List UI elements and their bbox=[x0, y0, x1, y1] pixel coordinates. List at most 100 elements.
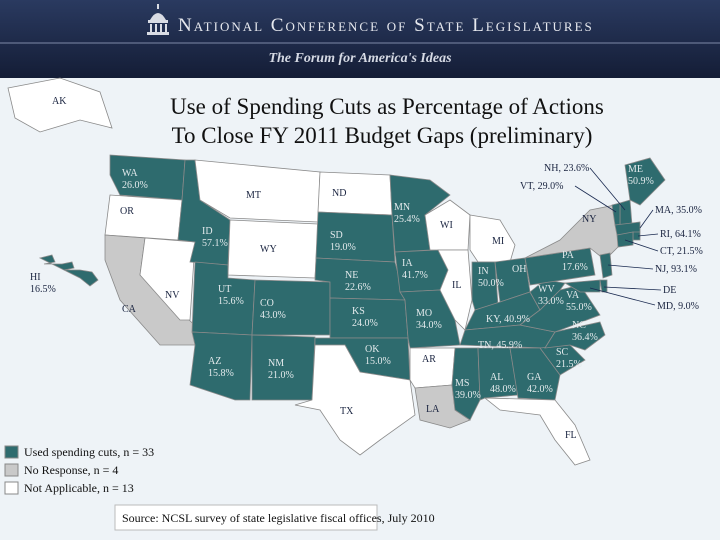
state-label: NH, 23.6% bbox=[544, 163, 589, 174]
state-label: KY, 40.9% bbox=[486, 314, 530, 325]
state-name: ID bbox=[202, 226, 213, 237]
state bbox=[7, 77, 113, 133]
leader-line bbox=[607, 264, 654, 270]
state-name: AZ bbox=[208, 356, 221, 367]
state-name: SD bbox=[330, 230, 343, 241]
state-name: WV bbox=[538, 284, 555, 295]
state-name: MN bbox=[394, 202, 410, 213]
state bbox=[317, 171, 393, 216]
state bbox=[599, 279, 608, 293]
state-name: ME bbox=[628, 164, 643, 175]
state-value: 36.4% bbox=[572, 332, 598, 343]
state bbox=[624, 157, 666, 206]
state-value: 41.7% bbox=[402, 270, 428, 281]
legend-swatch bbox=[4, 481, 19, 495]
state-name: NV bbox=[165, 290, 180, 301]
state-name: HI bbox=[30, 272, 41, 283]
state bbox=[104, 194, 183, 241]
leader-line bbox=[639, 209, 654, 229]
state-value: 34.0% bbox=[416, 320, 442, 331]
legend-label: Used spending cuts, n = 33 bbox=[24, 445, 154, 459]
state bbox=[38, 254, 99, 287]
state-label: DE bbox=[663, 285, 676, 296]
state bbox=[477, 347, 519, 401]
leader-line bbox=[589, 287, 656, 306]
state bbox=[616, 231, 634, 248]
state-value: 22.6% bbox=[345, 282, 371, 293]
state-label: NJ, 93.1% bbox=[655, 264, 697, 275]
leader-line bbox=[637, 233, 659, 237]
state-label: MD, 9.0% bbox=[657, 301, 699, 312]
state bbox=[599, 252, 613, 279]
state-label: MA, 35.0% bbox=[655, 205, 702, 216]
state-value: 24.0% bbox=[352, 318, 378, 329]
leader-line bbox=[574, 185, 617, 213]
state-name: AR bbox=[422, 354, 436, 365]
legend: Used spending cuts, n = 33 No Response, n… bbox=[4, 445, 154, 495]
state-value: 15.8% bbox=[208, 368, 234, 379]
state-name: NE bbox=[345, 270, 358, 281]
state-value: 33.0% bbox=[538, 296, 564, 307]
state bbox=[509, 347, 561, 401]
leader-line bbox=[624, 239, 659, 252]
source-box bbox=[114, 504, 378, 531]
state-name: OK bbox=[365, 344, 380, 355]
state-name: SC bbox=[556, 347, 569, 358]
leader-line bbox=[589, 167, 626, 211]
legend-swatch bbox=[4, 463, 19, 477]
tagline: The Forum for America's Ideas bbox=[268, 51, 452, 66]
state-name: AK bbox=[52, 96, 67, 107]
state-name: MO bbox=[416, 308, 432, 319]
state bbox=[437, 249, 473, 331]
legend-swatch bbox=[4, 445, 19, 459]
state-value: 15.0% bbox=[365, 356, 391, 367]
state-name: IA bbox=[402, 258, 413, 269]
state-name: WA bbox=[122, 168, 138, 179]
state-name: AL bbox=[490, 372, 503, 383]
state-name: TX bbox=[340, 406, 354, 417]
state-value: 25.4% bbox=[394, 214, 420, 225]
state-name: OH bbox=[512, 264, 526, 275]
state-value: 48.0% bbox=[490, 384, 516, 395]
state-label: RI, 64.1% bbox=[660, 229, 701, 240]
state-label: TN, 45.9% bbox=[478, 340, 522, 351]
state-name: WI bbox=[440, 220, 453, 231]
state-name: MS bbox=[455, 378, 469, 389]
state-name: NC bbox=[572, 320, 586, 331]
state bbox=[524, 204, 621, 261]
state bbox=[619, 199, 633, 226]
state bbox=[315, 211, 396, 263]
state-value: 26.0% bbox=[122, 180, 148, 191]
state-name: KS bbox=[352, 306, 365, 317]
legend-label: Not Applicable, n = 13 bbox=[24, 481, 134, 495]
state-name: LA bbox=[426, 404, 440, 415]
leader-line bbox=[603, 286, 662, 291]
state-name: MI bbox=[492, 236, 504, 247]
state-name: OR bbox=[120, 206, 134, 217]
header-band bbox=[0, 0, 720, 78]
state bbox=[563, 279, 601, 293]
state-value: 43.0% bbox=[260, 310, 286, 321]
state-label: CT, 21.5% bbox=[660, 246, 703, 257]
state-name: NY bbox=[582, 214, 596, 225]
state-value: 50.0% bbox=[478, 278, 504, 289]
dome-icon bbox=[147, 4, 169, 35]
state-value: 57.1% bbox=[202, 238, 228, 249]
state bbox=[194, 159, 321, 223]
state-name: PA bbox=[562, 250, 575, 261]
state-value: 50.9% bbox=[628, 176, 654, 187]
state-value: 19.0% bbox=[330, 242, 356, 253]
state-value: 39.0% bbox=[455, 390, 481, 401]
state-label: VT, 29.0% bbox=[520, 181, 563, 192]
source: Source: NCSL survey of state legislative… bbox=[122, 511, 435, 525]
state-name: MT bbox=[246, 190, 261, 201]
state-name: WY bbox=[260, 244, 277, 255]
state-value: 21.5% bbox=[556, 359, 582, 370]
state-name: UT bbox=[218, 284, 231, 295]
title-line: To Close FY 2011 Budget Gaps (preliminar… bbox=[172, 123, 593, 148]
legend-label: No Response, n = 4 bbox=[24, 463, 118, 477]
state-value: 15.6% bbox=[218, 296, 244, 307]
